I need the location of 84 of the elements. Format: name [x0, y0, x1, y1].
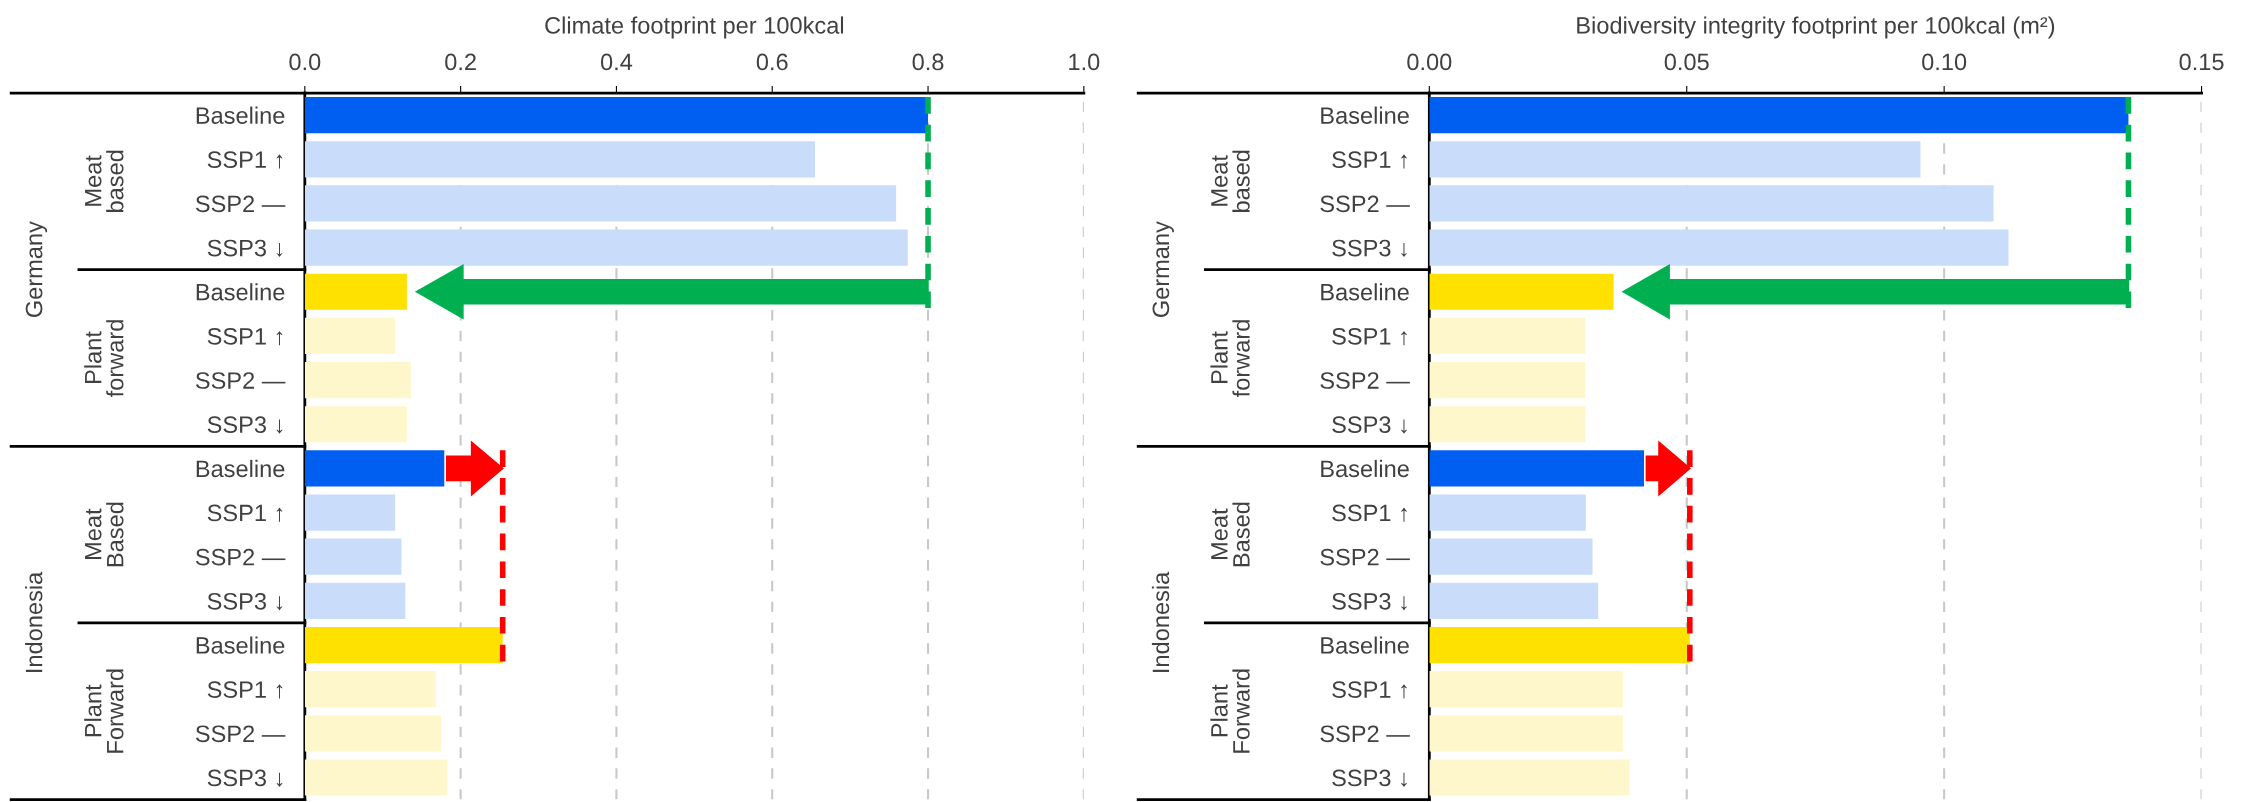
y-tick-label: SSP1 ↑ [207, 504, 283, 522]
bar [304, 538, 402, 575]
y-tick-label: Baseline [196, 459, 285, 478]
y-tick-label: SSP3 ↓ [207, 416, 283, 434]
x-axis-title: Biodiversity integrity footprint per 100kcal (m²) [1577, 16, 2055, 39]
y-tick-label: SSP3 ↓ [1332, 769, 1407, 787]
y-tick-label: SSP2 — [1320, 195, 1410, 213]
y-tick-label: SSP3 ↓ [207, 239, 283, 257]
text: Plant forward [1210, 320, 1250, 398]
x-tick-label: 0.4 [600, 53, 633, 71]
y-tick-label: Baseline [196, 636, 285, 654]
y-tick-label: SSP3 ↓ [207, 592, 283, 611]
y-tick-label: Baseline [196, 106, 285, 124]
y-tick-label: SSP1 ↑ [207, 327, 283, 346]
bar [304, 97, 929, 134]
y-tick-label: SSP1 ↑ [1332, 504, 1407, 522]
y-tick-label: SSP1 ↑ [207, 681, 283, 699]
bar [304, 361, 411, 399]
bar [1429, 273, 1614, 310]
y-tick-label: Baseline [1321, 106, 1409, 124]
bar [1429, 759, 1630, 796]
x-tick-label: 0.00 [1407, 53, 1452, 71]
y-tick-label: SSP1 ↑ [207, 151, 283, 169]
x-tick-label: 0.2 [445, 53, 476, 71]
text: Meat based [85, 150, 124, 212]
y-tick-label: SSP1 ↑ [1332, 681, 1407, 699]
y-tick-label: SSP3 ↓ [1332, 239, 1407, 257]
bar [1429, 626, 1690, 664]
y-tick-label: SSP2 — [195, 725, 286, 743]
y-tick-label: SSP1 ↑ [1332, 327, 1407, 346]
bar [304, 582, 406, 619]
text: Germany [1152, 221, 1174, 318]
y-tick-label: SSP2 — [1320, 725, 1410, 743]
bar [1429, 185, 1994, 222]
y-tick-label: SSP2 — [195, 195, 286, 213]
x-axis-title: Climate footprint per 100kcal [545, 16, 844, 39]
bar [304, 626, 503, 664]
y-tick-label: Baseline [1321, 459, 1409, 478]
bar [304, 406, 407, 443]
y-tick-label: SSP2 — [195, 548, 286, 566]
y-tick-label: SSP2 — [195, 372, 286, 389]
text: Plant Forward [84, 669, 124, 753]
y-tick-label: SSP3 ↓ [1332, 416, 1407, 434]
x-tick-label: 0.10 [1922, 53, 1967, 71]
y-tick-label: SSP1 ↑ [1332, 151, 1407, 169]
y-tick-label: SSP2 — [1320, 372, 1410, 389]
y-tick-label: Baseline [1321, 636, 1409, 654]
x-tick-label: 0.6 [756, 53, 788, 71]
text: Indonesia [25, 571, 43, 672]
y-tick-label: Baseline [1321, 283, 1409, 301]
bar [304, 185, 897, 222]
x-tick-label: 0.0 [289, 53, 321, 71]
bar [304, 273, 407, 310]
bar [1429, 494, 1586, 531]
text: Meat based [1211, 150, 1250, 212]
x-tick-label: 0.8 [912, 53, 944, 71]
bar [1429, 406, 1586, 443]
bar [304, 317, 396, 355]
bar [304, 759, 448, 796]
bar [1429, 538, 1593, 575]
bar [304, 671, 436, 708]
text: Plant forward [84, 320, 124, 398]
text: Meat Based [1211, 502, 1250, 567]
text: Meat Based [85, 502, 124, 567]
y-tick-label: SSP2 — [1320, 548, 1410, 566]
y-tick-label: SSP3 ↓ [1332, 592, 1407, 611]
x-tick-label: 0.15 [2179, 53, 2224, 71]
x-tick-label: 0.05 [1664, 53, 1709, 71]
y-tick-label: SSP3 ↓ [207, 769, 283, 787]
text: Indonesia [1151, 571, 1170, 672]
bar [1429, 141, 1921, 178]
bar [304, 715, 442, 752]
bar [1429, 361, 1586, 399]
text: Plant Forward [1210, 669, 1250, 753]
bar [1429, 671, 1623, 708]
bar [1429, 317, 1586, 355]
bar [1429, 582, 1599, 619]
y-tick-label: Baseline [196, 283, 285, 301]
bar [1429, 715, 1623, 752]
bar [304, 494, 396, 531]
bar [1429, 97, 2129, 134]
text: Germany [25, 221, 48, 318]
bar [304, 141, 816, 178]
x-tick-label: 1.0 [1069, 53, 1100, 71]
